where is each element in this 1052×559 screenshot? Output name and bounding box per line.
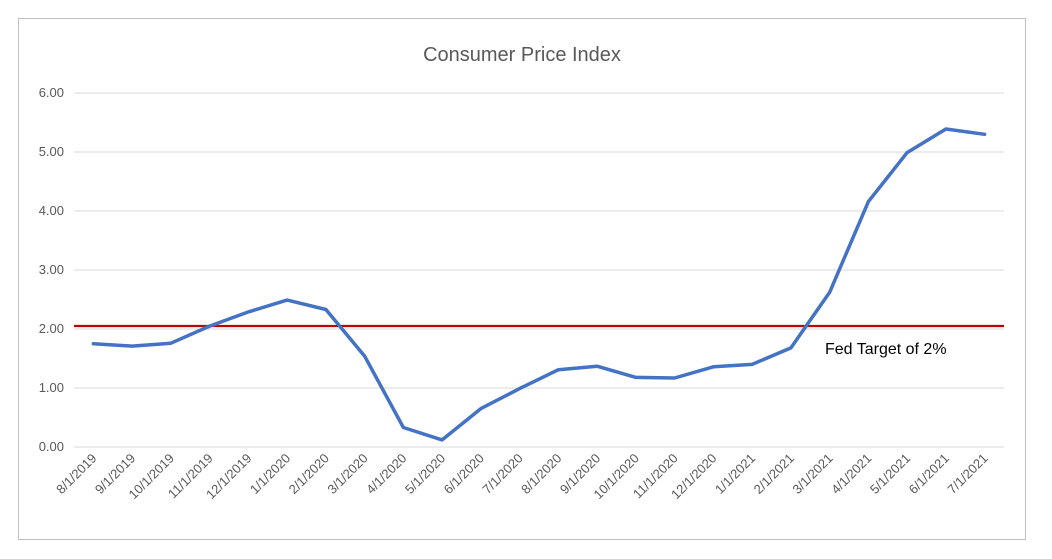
cpi-data-point bbox=[866, 200, 870, 204]
cpi-data-point bbox=[246, 310, 250, 314]
cpi-data-point bbox=[401, 426, 405, 430]
cpi-data-point bbox=[169, 341, 173, 345]
y-tick-label: 2.00 bbox=[39, 321, 64, 336]
y-tick-label: 1.00 bbox=[39, 380, 64, 395]
chart-frame bbox=[18, 18, 1026, 540]
x-tick-label: 4/1/2021 bbox=[828, 451, 874, 497]
x-tick-label: 1/1/2020 bbox=[247, 451, 293, 497]
chart-title: Consumer Price Index bbox=[423, 44, 621, 66]
cpi-data-point bbox=[595, 364, 599, 368]
x-tick-label: 4/1/2020 bbox=[363, 451, 409, 497]
x-tick-label: 3/1/2020 bbox=[324, 451, 370, 497]
y-tick-label: 6.00 bbox=[39, 85, 64, 100]
cpi-data-point bbox=[711, 365, 715, 369]
x-tick-label: 5/1/2020 bbox=[402, 451, 448, 497]
cpi-data-point bbox=[324, 308, 328, 312]
cpi-data-point bbox=[789, 346, 793, 350]
cpi-data-point bbox=[479, 407, 483, 411]
y-tick-label: 3.00 bbox=[39, 262, 64, 277]
cpi-data-point bbox=[285, 298, 289, 302]
cpi-data-point bbox=[983, 132, 987, 136]
y-axis-ticks: 0.00 1.00 2.00 3.00 4.00 5.00 6.00 bbox=[39, 85, 64, 454]
x-tick-label: 6/1/2021 bbox=[906, 451, 952, 497]
x-tick-label: 2/1/2020 bbox=[286, 451, 332, 497]
cpi-data-point bbox=[208, 324, 212, 328]
cpi-data-point bbox=[673, 376, 677, 380]
fed-target-label: Fed Target of 2% bbox=[825, 341, 947, 358]
x-axis-ticks: 8/1/20199/1/201910/1/201911/1/201912/1/2… bbox=[53, 451, 991, 503]
x-tick-label: 1/1/2021 bbox=[712, 451, 758, 497]
cpi-data-point bbox=[750, 362, 754, 366]
cpi-data-point bbox=[518, 387, 522, 391]
cpi-data-point bbox=[944, 127, 948, 131]
cpi-data-point bbox=[556, 368, 560, 372]
x-tick-label: 6/1/2020 bbox=[441, 451, 487, 497]
x-tick-label: 8/1/2019 bbox=[53, 451, 99, 497]
cpi-data-point bbox=[828, 290, 832, 294]
cpi-data-point bbox=[905, 151, 909, 155]
y-tick-label: 5.00 bbox=[39, 144, 64, 159]
cpi-data-point bbox=[634, 375, 638, 379]
y-tick-label: 4.00 bbox=[39, 203, 64, 218]
x-tick-label: 2/1/2021 bbox=[751, 451, 797, 497]
cpi-data-point bbox=[440, 438, 444, 442]
grid-layer bbox=[74, 92, 1004, 448]
x-tick-label: 8/1/2020 bbox=[518, 451, 564, 497]
cpi-data-point bbox=[91, 342, 95, 346]
x-tick-label: 5/1/2021 bbox=[867, 451, 913, 497]
y-tick-label: 0.00 bbox=[39, 439, 64, 454]
x-tick-label: 3/1/2021 bbox=[789, 451, 835, 497]
series-layer bbox=[91, 127, 987, 442]
cpi-series-line bbox=[91, 127, 987, 442]
reference-layer: Fed Target of 2% bbox=[74, 324, 1004, 358]
cpi-data-point bbox=[130, 344, 134, 348]
x-tick-label: 7/1/2020 bbox=[479, 451, 525, 497]
cpi-data-point bbox=[363, 354, 367, 358]
x-tick-label: 7/1/2021 bbox=[944, 451, 990, 497]
